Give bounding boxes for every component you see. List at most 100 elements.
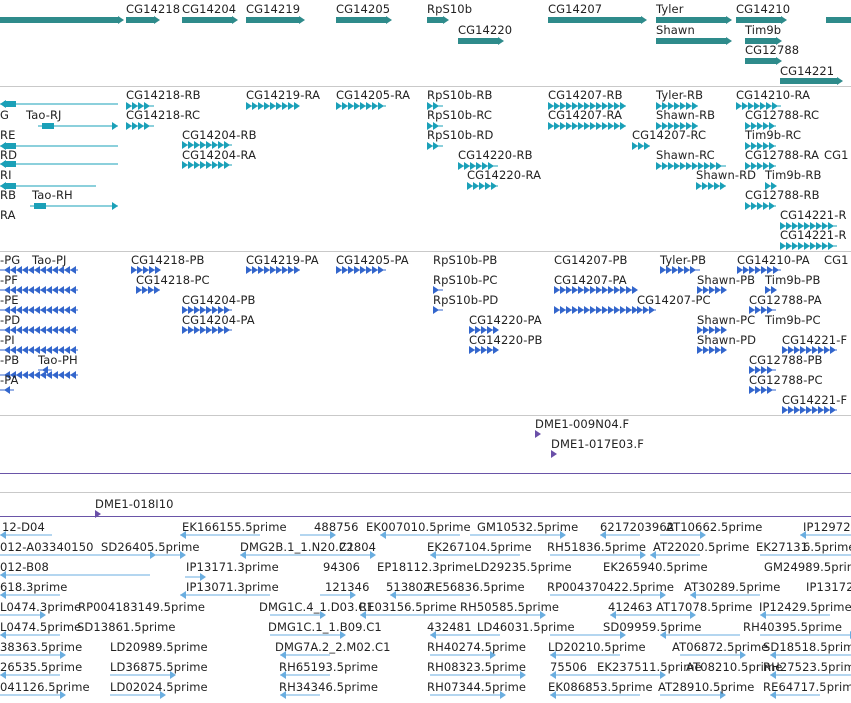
est-glyph[interactable] (240, 551, 246, 559)
est-glyph[interactable] (660, 591, 666, 599)
gene-glyph[interactable] (641, 16, 647, 24)
protein-glyph[interactable] (194, 326, 200, 334)
transcript-label[interactable]: CG14204-RB (182, 128, 257, 142)
protein-glyph[interactable] (469, 346, 475, 354)
protein-glyph[interactable] (294, 266, 300, 274)
est-label[interactable]: RH27523.5prime (763, 660, 851, 674)
transcript-glyph[interactable] (212, 161, 218, 169)
est-label[interactable]: EK267104.5prime (427, 540, 532, 554)
transcript-label[interactable]: CG14220-RA (467, 168, 542, 182)
protein-glyph[interactable] (22, 286, 28, 294)
protein-glyph[interactable] (40, 306, 46, 314)
transcript-glyph[interactable] (206, 161, 212, 169)
est-glyph[interactable] (520, 671, 526, 679)
transcript-label[interactable]: Tim9b-RB (765, 168, 822, 182)
est-label[interactable]: GM24989.5prime (764, 560, 851, 574)
est-label[interactable]: RH50585.5prime (460, 600, 560, 614)
est-label[interactable]: IP12972 (803, 520, 851, 534)
est-glyph[interactable] (770, 671, 776, 679)
protein-label[interactable]: Shawn-PD (697, 333, 757, 347)
est-glyph[interactable] (330, 531, 336, 539)
transcript-glyph[interactable] (246, 102, 252, 110)
clone-label[interactable]: DME1-009N04.F (535, 417, 630, 431)
transcript-glyph[interactable] (427, 102, 433, 110)
protein-glyph[interactable] (58, 346, 64, 354)
protein-glyph[interactable] (224, 326, 230, 334)
protein-glyph[interactable] (58, 371, 64, 379)
protein-glyph[interactable] (252, 266, 258, 274)
protein-glyph[interactable] (703, 326, 709, 334)
protein-glyph[interactable] (590, 306, 596, 314)
protein-label[interactable]: RpS10b-PC (433, 273, 498, 287)
transcript-glyph[interactable] (548, 102, 554, 110)
protein-glyph[interactable] (64, 326, 70, 334)
est-label[interactable]: SD26405.5prime (101, 540, 200, 554)
transcript-glyph[interactable] (668, 162, 674, 170)
gene-glyph[interactable] (826, 17, 851, 23)
protein-label[interactable]: RpS10b-PB (433, 253, 498, 267)
gene-glyph[interactable] (458, 38, 498, 44)
transcript-label[interactable]: CG12788-RC (745, 108, 820, 122)
est-glyph[interactable] (280, 691, 286, 699)
transcript-glyph[interactable] (126, 122, 132, 130)
transcript-glyph[interactable] (112, 122, 118, 130)
est-glyph[interactable] (500, 691, 506, 699)
gene-glyph[interactable] (246, 17, 299, 23)
protein-glyph[interactable] (715, 326, 721, 334)
transcript-glyph[interactable] (482, 162, 488, 170)
transcript-glyph[interactable] (757, 202, 763, 210)
transcript-glyph[interactable] (433, 142, 439, 150)
transcript-glyph[interactable] (680, 122, 686, 130)
protein-glyph[interactable] (800, 406, 806, 414)
est-glyph[interactable] (0, 571, 6, 579)
est-label[interactable]: RH40395.5prime (743, 620, 843, 634)
protein-label[interactable]: CG14204-PA (182, 313, 255, 327)
transcript-glyph[interactable] (766, 102, 772, 110)
transcript-glyph[interactable] (218, 141, 224, 149)
transcript-label[interactable]: CG14204-RA (182, 148, 257, 162)
protein-glyph[interactable] (572, 286, 578, 294)
protein-glyph[interactable] (578, 306, 584, 314)
transcript-glyph[interactable] (188, 161, 194, 169)
transcript-glyph[interactable] (473, 182, 479, 190)
protein-glyph[interactable] (773, 266, 779, 274)
protein-glyph[interactable] (678, 266, 684, 274)
transcript-glyph[interactable] (757, 122, 763, 130)
protein-glyph[interactable] (632, 286, 638, 294)
est-label[interactable]: AT17078.5prime (656, 600, 753, 614)
transcript-glyph[interactable] (132, 102, 138, 110)
protein-glyph[interactable] (554, 306, 560, 314)
est-label[interactable]: DMG1C.4_1.D03.C1 (259, 600, 374, 614)
protein-glyph[interactable] (666, 266, 672, 274)
transcript-glyph[interactable] (668, 102, 674, 110)
protein-glyph[interactable] (22, 346, 28, 354)
protein-glyph[interactable] (830, 406, 836, 414)
transcript-label[interactable]: Shawn-RC (656, 148, 715, 162)
transcript-label[interactable]: CG14210-RA (736, 88, 811, 102)
transcript-glyph[interactable] (686, 122, 692, 130)
transcript-label[interactable]: Tao-RH (32, 188, 73, 202)
transcript-glyph[interactable] (763, 142, 769, 150)
est-label[interactable]: DMG2B.1_1.N20.C1 (240, 540, 355, 554)
protein-glyph[interactable] (46, 286, 52, 294)
transcript-glyph[interactable] (0, 160, 6, 168)
protein-glyph[interactable] (620, 286, 626, 294)
protein-glyph[interactable] (52, 346, 58, 354)
est-label[interactable]: LD46031.5prime (477, 620, 575, 634)
est-label[interactable]: 513802 (386, 580, 431, 594)
est-label[interactable]: 38363.5prime (0, 640, 83, 654)
protein-label[interactable]: -PI (0, 333, 15, 347)
protein-glyph[interactable] (46, 306, 52, 314)
protein-label[interactable]: CG14210-PA (737, 253, 810, 267)
protein-label[interactable]: CG14220-PA (469, 313, 542, 327)
protein-glyph[interactable] (660, 266, 666, 274)
transcript-glyph[interactable] (479, 182, 485, 190)
protein-label[interactable]: CG12788-PC (749, 373, 823, 387)
transcript-label[interactable]: RpS10b-RB (427, 88, 493, 102)
transcript-glyph[interactable] (433, 122, 439, 130)
transcript-glyph[interactable] (692, 162, 698, 170)
est-label[interactable]: 6217203962 (600, 520, 675, 534)
transcript-glyph[interactable] (780, 242, 786, 250)
protein-label[interactable]: CG14207-PC (637, 293, 711, 307)
est-label[interactable]: RE56836.5prime (427, 580, 525, 594)
